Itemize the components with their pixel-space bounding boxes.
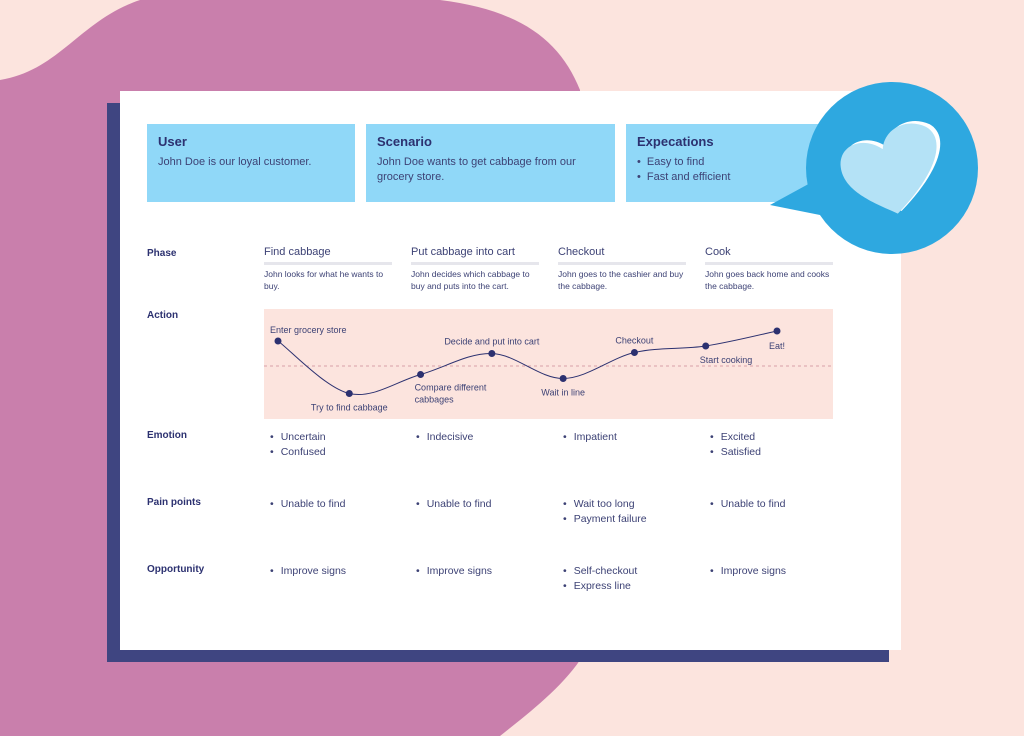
- journey-point: [702, 342, 710, 350]
- pain-points-list: Unable to find: [416, 497, 492, 512]
- emotion-item: Uncertain: [270, 430, 326, 445]
- opportunity-item: Improve signs: [270, 564, 346, 579]
- opportunity-item: Express line: [563, 579, 637, 594]
- expectations-list: Easy to find Fast and efficient: [637, 155, 815, 185]
- heart-speech-bubble: [770, 82, 978, 254]
- opportunity-list: Improve signs: [710, 564, 786, 579]
- journey-point: [488, 350, 496, 357]
- phase-description: John goes to the cashier and buy the cab…: [558, 269, 684, 291]
- journey-point-label: Enter grocery store: [270, 325, 347, 335]
- pain-point-item: Unable to find: [710, 497, 786, 512]
- emotion-list: Impatient: [563, 430, 617, 445]
- journey-point: [274, 337, 282, 345]
- journey-point-label: Try to find cabbage: [311, 403, 388, 413]
- pain-point-item: Unable to find: [270, 497, 346, 512]
- user-title: User: [158, 134, 187, 149]
- emotion-item: Confused: [270, 445, 326, 460]
- emotion-item: Excited: [710, 430, 761, 445]
- journey-points: Enter grocery store Try to find cabbage Co…: [270, 325, 785, 413]
- user-box: User John Doe is our loyal customer.: [147, 124, 355, 202]
- journey-point: [417, 371, 425, 378]
- emotion-item: Satisfied: [710, 445, 761, 460]
- scenario-description: John Doe wants to get cabbage from our g…: [377, 156, 576, 183]
- emotion-list: Excited Satisfied: [710, 430, 761, 460]
- expectations-title: Expecations: [637, 134, 714, 149]
- row-label-opportunity: Opportunity: [147, 564, 205, 575]
- journey-point-label: Compare different cabbages: [415, 383, 487, 405]
- opportunity-list: Improve signs: [416, 564, 492, 579]
- row-label-phase: Phase: [147, 248, 177, 259]
- phase-description: John looks for what he wants to buy.: [264, 269, 384, 291]
- phase-title: Put cabbage into cart: [411, 246, 539, 265]
- phase-description: John decides which cabbage to buy and pu…: [411, 269, 530, 291]
- emotion-list: Indecisive: [416, 430, 474, 445]
- pain-points-list: Unable to find: [270, 497, 346, 512]
- journey-point-label: Eat!: [769, 341, 785, 351]
- phase-title: Find cabbage: [264, 246, 392, 265]
- pain-points-list: Unable to find: [710, 497, 786, 512]
- pain-point-item: Unable to find: [416, 497, 492, 512]
- emotion-list: Uncertain Confused: [270, 430, 326, 460]
- journey-point-label: Checkout: [615, 336, 654, 346]
- row-label-pain-points: Pain points: [147, 497, 201, 508]
- scenario-title: Scenario: [377, 134, 432, 149]
- opportunity-item: Improve signs: [710, 564, 786, 579]
- opportunity-item: Improve signs: [416, 564, 492, 579]
- emotion-item: Indecisive: [416, 430, 474, 445]
- opportunity-item: Self-checkout: [563, 564, 638, 579]
- expectation-item: Fast and efficient: [637, 170, 815, 185]
- journey-point-label: Start cooking: [700, 355, 753, 365]
- pain-point-item: Payment failure: [563, 512, 647, 527]
- expectations-box: Expecations Easy to find Fast and effici…: [626, 124, 826, 202]
- journey-point-label: Wait in line: [541, 388, 585, 398]
- journey-point: [559, 375, 567, 382]
- pain-points-list: Wait too long Payment failure: [563, 497, 647, 527]
- opportunity-list: Self-checkout Express line: [563, 564, 638, 594]
- row-label-emotion: Emotion: [147, 430, 187, 441]
- phase-title: Checkout: [558, 246, 686, 265]
- action-journey-chart: Enter grocery store Try to find cabbage Co…: [264, 325, 833, 413]
- heart-icon: [840, 120, 941, 214]
- phase-description: John goes back home and cooks the cabbag…: [705, 269, 830, 291]
- scenario-box: Scenario John Doe wants to get cabbage f…: [366, 124, 615, 202]
- opportunity-list: Improve signs: [270, 564, 346, 579]
- journey-point: [773, 327, 781, 335]
- pain-point-item: Wait too long: [563, 497, 647, 512]
- emotion-item: Impatient: [563, 430, 617, 445]
- journey-point-label: Decide and put into cart: [444, 337, 540, 347]
- journey-point: [345, 390, 353, 397]
- journey-point: [630, 349, 638, 356]
- expectation-item: Easy to find: [637, 155, 815, 170]
- action-chart-area: Enter grocery store Try to find cabbage Co…: [264, 309, 833, 419]
- phase-title: Cook: [705, 246, 833, 265]
- row-label-action: Action: [147, 310, 179, 321]
- user-description: John Doe is our loyal customer.: [158, 156, 312, 168]
